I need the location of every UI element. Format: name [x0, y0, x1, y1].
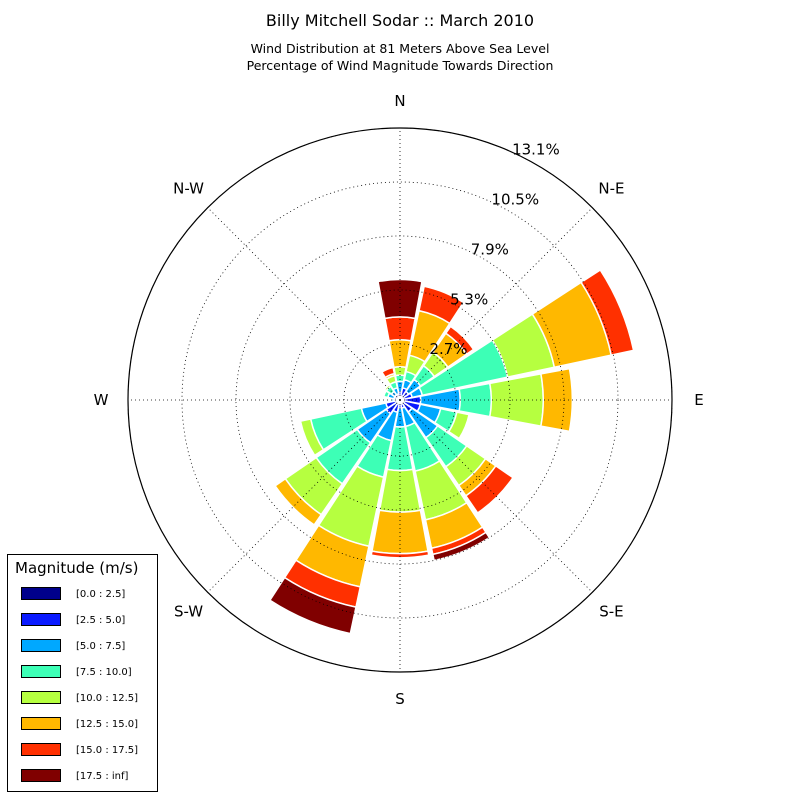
legend-item: [10.0 : 12.5] — [21, 691, 151, 707]
direction-label: S-E — [599, 602, 623, 620]
legend-item: [15.0 : 17.5] — [21, 743, 151, 759]
direction-label: W — [94, 391, 109, 409]
legend-swatch — [21, 587, 61, 600]
direction-label: E — [694, 391, 703, 409]
legend-label: [0.0 : 2.5] — [76, 589, 126, 600]
legend-label: [17.5 : inf] — [76, 771, 129, 782]
wind-bar-segment — [268, 576, 357, 635]
wind-bar-segment — [370, 550, 430, 559]
legend-swatch — [21, 769, 61, 782]
direction-label: N-W — [173, 180, 204, 198]
legend-title: Magnitude (m/s) — [15, 559, 139, 577]
legend-label: [12.5 : 15.0] — [76, 719, 139, 730]
wind-bar-segment — [418, 285, 465, 325]
wind-bar-segment — [299, 418, 325, 457]
polar-grid — [127, 127, 673, 673]
chart-subtitle-1: Wind Distribution at 81 Meters Above Sea… — [250, 41, 550, 56]
legend: Magnitude (m/s) [0.0 : 2.5] [2.5 : 5.0] [5… — [7, 554, 158, 792]
legend-swatch — [21, 717, 61, 730]
legend-item: [2.5 : 5.0] — [21, 613, 151, 629]
legend-swatch — [21, 613, 61, 626]
legend-label: [10.0 : 12.5] — [76, 693, 139, 704]
wind-bar-segment — [431, 531, 491, 562]
radial-gridline — [289, 289, 511, 511]
chart-subtitle-2: Percentage of Wind Magnitude Towards Dir… — [246, 58, 554, 73]
radial-tick-label: 10.5% — [491, 191, 539, 209]
angular-gridline — [399, 207, 593, 401]
direction-label: N — [394, 92, 405, 110]
legend-item: [7.5 : 10.0] — [21, 665, 151, 681]
wind-bar-segment — [383, 316, 417, 342]
legend-label: [2.5 : 5.0] — [76, 615, 126, 626]
wind-bar-segment — [394, 374, 406, 383]
wind-bars — [268, 268, 635, 635]
wind-bar-segment — [580, 268, 635, 356]
radial-tick-label: 7.9% — [471, 240, 509, 258]
legend-item: [12.5 : 15.0] — [21, 717, 151, 733]
wind-bar-segment — [447, 411, 470, 440]
radial-tick-label: 13.1% — [512, 141, 560, 159]
legend-swatch — [21, 639, 61, 652]
radial-tick-label: 5.3% — [450, 290, 488, 308]
legend-swatch — [21, 743, 61, 756]
wind-bar-segment — [464, 464, 514, 514]
angular-gridline — [207, 207, 401, 401]
direction-label: S-W — [174, 602, 203, 620]
angular-gridline — [399, 399, 593, 593]
legend-item: [0.0 : 2.5] — [21, 587, 151, 603]
legend-item: [5.0 : 7.5] — [21, 639, 151, 655]
wind-bar-segment — [378, 468, 422, 513]
wind-bar-segment — [380, 366, 396, 379]
axis-labels: N N-E E S-E S S-W W N-W 2.7% 5.3% 7.9% 10.5% 13.1% — [94, 92, 704, 708]
legend-label: [7.5 : 10.0] — [76, 667, 132, 678]
wind-bar-segment — [377, 278, 423, 320]
legend-swatch — [21, 691, 61, 704]
angular-gridline — [207, 399, 401, 593]
chart-title: Billy Mitchell Sodar :: March 2010 — [265, 11, 535, 30]
legend-label: [15.0 : 17.5] — [76, 745, 139, 756]
legend-item: [17.5 : inf] — [21, 769, 151, 785]
direction-label: S — [395, 690, 405, 708]
outer-frame — [127, 127, 673, 673]
radial-gridline — [181, 181, 619, 619]
legend-swatch — [21, 665, 61, 678]
radial-tick-label: 2.7% — [429, 340, 467, 358]
legend-label: [5.0 : 7.5] — [76, 641, 126, 652]
direction-label: N-E — [598, 180, 624, 198]
